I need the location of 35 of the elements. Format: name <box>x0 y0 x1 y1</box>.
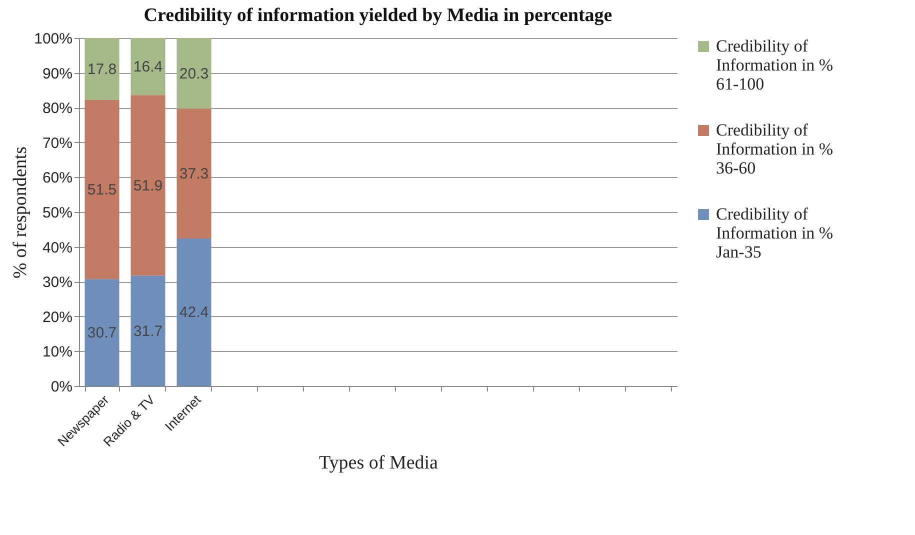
data-label: 42.4 <box>179 304 209 322</box>
y-tick-label: 10% <box>42 344 72 361</box>
y-tick-label: 20% <box>42 308 72 326</box>
data-label: 51.5 <box>87 182 117 199</box>
y-tick-label: 100% <box>34 30 72 48</box>
data-label: 31.7 <box>133 322 163 340</box>
data-label: 17.8 <box>87 60 117 78</box>
bar <box>84 279 120 386</box>
y-tick-label: 70% <box>42 134 72 152</box>
data-label: 20.3 <box>179 65 209 82</box>
bar <box>176 38 212 109</box>
bar <box>130 95 166 276</box>
data-label: 51.9 <box>133 177 163 194</box>
data-label: 37.3 <box>179 166 209 183</box>
y-tick-label: 0% <box>50 378 72 396</box>
y-tick-label: 30% <box>42 274 72 292</box>
bar <box>176 108 212 238</box>
y-tick-label: 50% <box>42 204 72 222</box>
x-axis-title: Types of Media <box>319 452 439 474</box>
data-label: 30.7 <box>87 324 117 342</box>
y-axis-title: % of respondents <box>10 146 32 278</box>
data-label: 16.4 <box>133 58 163 76</box>
y-tick-label: 40% <box>42 239 72 256</box>
legend-label: Credibility of Information in % 61-100 <box>716 36 834 94</box>
bar <box>84 100 120 280</box>
legend-label: Credibility of Information in % 36-60 <box>716 120 834 178</box>
bar <box>130 38 166 96</box>
y-tick-label: 60% <box>42 170 72 187</box>
y-tick-label: 90% <box>42 65 72 82</box>
y-tick-label: 80% <box>42 100 72 118</box>
bar <box>84 38 120 100</box>
legend-label: Credibility of Information in % Jan-35 <box>716 204 834 262</box>
bar <box>130 276 166 386</box>
chart-title: Credibility of information yielded by Media in percentage <box>144 5 612 26</box>
bar <box>176 238 212 386</box>
